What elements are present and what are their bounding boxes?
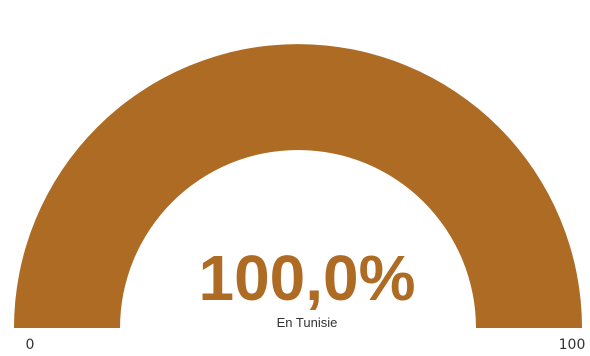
gauge-max-label: 100 — [559, 337, 586, 353]
gauge-fill-arc — [14, 44, 582, 329]
gauge-location-label: En Tunisie — [277, 315, 338, 330]
gauge-value-text: 100,0% — [198, 242, 415, 314]
gauge-min-label: 0 — [26, 337, 35, 353]
